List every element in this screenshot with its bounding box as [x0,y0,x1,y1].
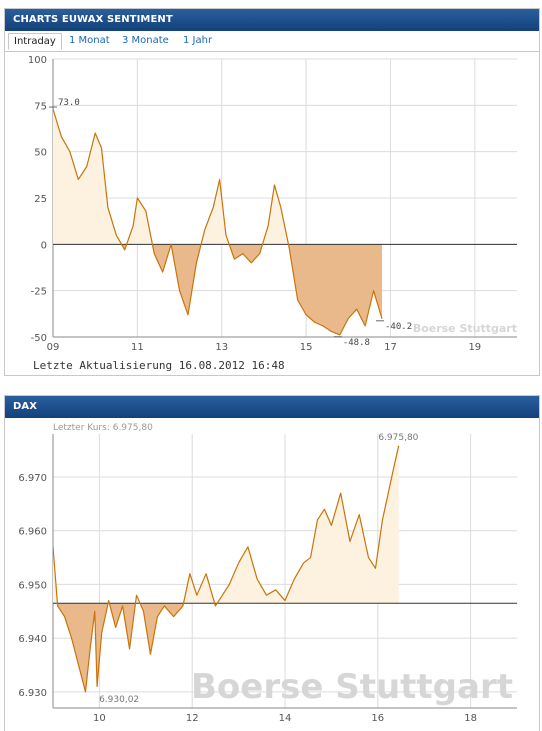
y-tick-label: 6.960 [18,527,47,538]
y-tick-label: 25 [34,194,47,205]
tab-1-jahr[interactable]: 1 Jahr [183,35,213,46]
y-tick-label: 50 [34,148,47,159]
tab-3-monate[interactable]: 3 Monate [122,35,169,46]
y-tick-label: -25 [31,287,47,298]
watermark-logo: Boerse Stuttgart [413,322,517,335]
sentiment-chart: 09 11 13 15 17 19 100 75 50 25 0 -25 -50 Boerse Stutt… [28,55,517,372]
x-tick-label: 13 [215,342,228,353]
y-tick-label: 0 [41,240,47,251]
x-tick-label: 16 [371,713,384,724]
x-tick-label: 10 [93,713,106,724]
dax-panel-title: DAX [5,396,539,418]
x-tick-label: 12 [186,713,199,724]
tab-1-monat[interactable]: 1 Monat [69,35,110,46]
y-tick-label: 6.930 [18,688,47,699]
x-tick-label: 15 [300,342,313,353]
fill-group [53,109,383,335]
annotation-label: -40.2 [385,322,412,332]
dax-panel: DAX 10 12 14 16 18 6.970 6.960 6.950 6.940 6.930 B… [4,395,540,731]
y-tick-label: -50 [31,333,47,344]
fill-group [53,445,399,692]
area-fill-below [57,603,218,692]
y-tick-label: 6.940 [18,634,47,645]
annotation-label: -48.8 [343,338,370,348]
y-tick-label: 6.970 [18,473,47,484]
area-fill-above [53,109,383,245]
series-line [53,445,400,693]
annotation-label: 6.975,80 [378,433,418,443]
y-tick-label: 100 [28,55,47,66]
watermark-logo: Boerse Stuttgart [191,667,513,707]
dax-chart: 10 12 14 16 18 6.970 6.960 6.950 6.940 6.930 Boers… [18,423,517,724]
x-tick-label: 11 [131,342,144,353]
annotation-label: 6.930,02 [99,695,139,705]
last-update-label: Letzte Aktualisierung 16.08.2012 16:48 [33,359,285,372]
sentiment-panel-title: CHARTS EUWAX SENTIMENT [5,9,539,31]
series-line [53,108,383,336]
timeframe-tabs: Intraday 1 Monat 3 Monate 1 Jahr [5,31,539,52]
x-tick-label: 14 [279,713,292,724]
tab-intraday[interactable]: Intraday [8,33,62,50]
sentiment-panel: CHARTS EUWAX SENTIMENT Intraday 1 Monat … [4,8,540,376]
x-tick-label: 18 [464,713,477,724]
x-tick-label: 09 [47,342,60,353]
x-tick-label: 19 [468,342,481,353]
area-fill-below [121,244,383,335]
last-price-label: Letzter Kurs: 6.975,80 [53,423,153,433]
y-tick-label: 75 [34,101,47,112]
area-fill-above [53,445,399,604]
y-tick-label: 6.950 [18,580,47,591]
annotation-label: 73.0 [58,98,80,108]
x-tick-label: 17 [384,342,397,353]
